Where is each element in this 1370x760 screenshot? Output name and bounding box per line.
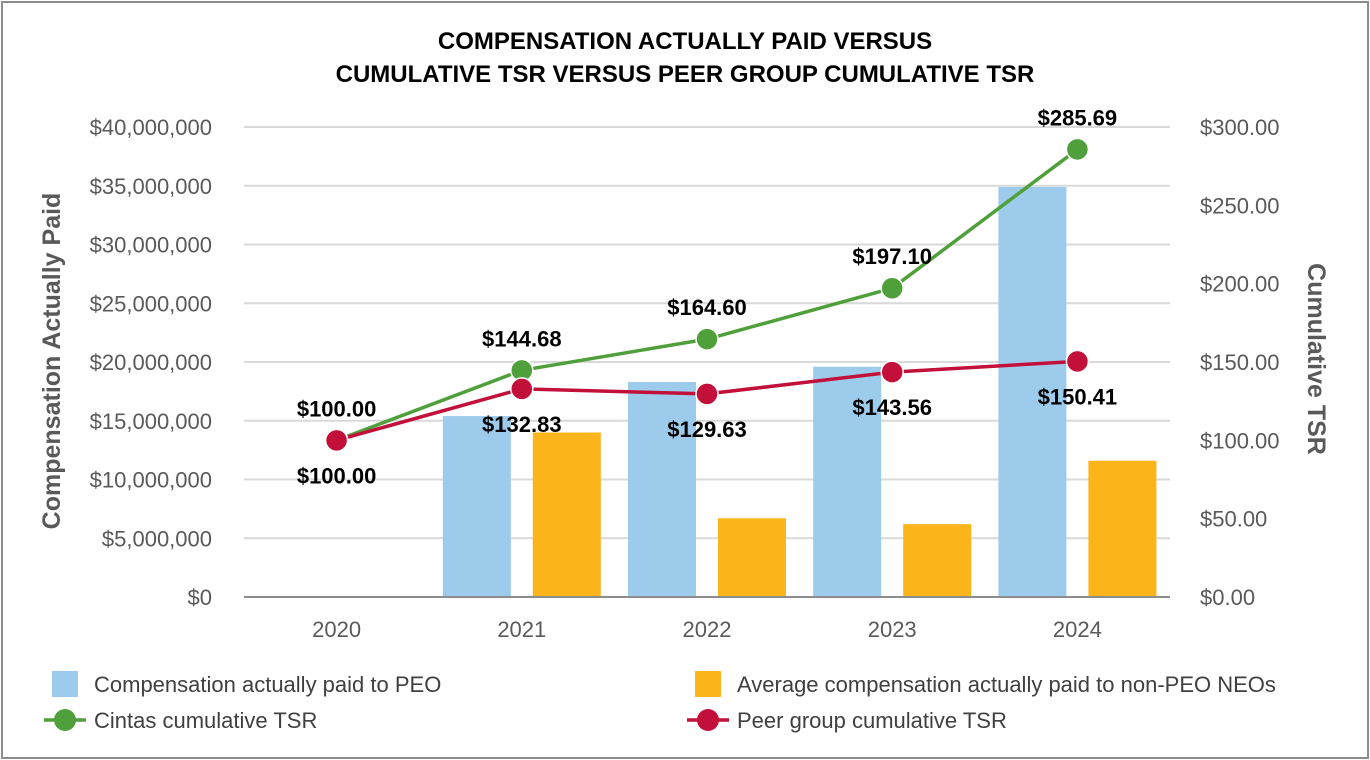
legend-cintas-tsr-label: Cintas cumulative TSR: [94, 708, 317, 733]
cintas-tsr-data-label: $164.60: [667, 295, 747, 320]
peer-tsr-point: [324, 428, 349, 453]
y-axis-right-ticks: $0.00 $50.00 $100.00 $150.00 $200.00 $250.00 $…: [1200, 115, 1280, 610]
peer-tsr-data-label: $129.63: [667, 417, 747, 442]
x-tick-label: 2024: [1053, 617, 1102, 642]
y2-tick-label: $200.00: [1200, 272, 1280, 297]
y-tick-label: $35,000,000: [90, 174, 212, 199]
legend-cintas-tsr-marker: [54, 709, 76, 731]
y-tick-label: $15,000,000: [90, 409, 212, 434]
bar-peo-compensation: [998, 186, 1067, 598]
peer-tsr-data-label: $143.56: [852, 395, 932, 420]
chart-title-line-2: CUMULATIVE TSR VERSUS PEER GROUP CUMULAT…: [336, 61, 1035, 88]
peer-tsr-data-label: $100.00: [297, 463, 377, 488]
peer-tsr-point: [880, 360, 904, 384]
y2-tick-label: $50.00: [1200, 507, 1267, 532]
chart-title: COMPENSATION ACTUALLY PAID VERSUS CUMULA…: [336, 28, 1035, 88]
cintas-tsr-data-label: $100.00: [297, 396, 377, 421]
legend-neo-average-compensation-swatch: [695, 671, 721, 697]
peer-tsr-point: [510, 377, 534, 401]
legend-peo-compensation-label: Compensation actually paid to PEO: [94, 672, 441, 697]
bar-neo-average-compensation: [1088, 460, 1157, 597]
y2-tick-label: $300.00: [1200, 115, 1280, 140]
bar-peo-compensation: [442, 416, 511, 597]
y-tick-label: $0: [188, 585, 212, 610]
legend-peer-tsr-label: Peer group cumulative TSR: [737, 708, 1007, 733]
y-tick-label: $5,000,000: [102, 526, 212, 551]
peer-tsr-point: [695, 382, 719, 406]
y-axis-left-ticks: $0 $5,000,000 $10,000,000 $15,000,000 $20,00…: [90, 115, 212, 610]
cintas-tsr-data-label: $197.10: [852, 244, 932, 269]
y-tick-label: $10,000,000: [90, 468, 212, 493]
peer-tsr-data-label: $132.83: [482, 412, 562, 437]
x-tick-label: 2021: [497, 617, 546, 642]
cintas-tsr-point: [695, 327, 719, 351]
bar-peo-compensation: [628, 381, 696, 597]
data-labels: $100.00 $144.68 $164.60 $197.10 $285.69 $100.…: [297, 105, 1117, 488]
chart-title-line-1: COMPENSATION ACTUALLY PAID VERSUS: [438, 28, 932, 55]
legend-peo-compensation-swatch: [52, 671, 78, 697]
cintas-tsr-point: [880, 276, 904, 300]
bar-neo-average-compensation: [532, 432, 601, 597]
y-tick-label: $40,000,000: [90, 115, 212, 140]
bar-neo-average-compensation: [903, 524, 972, 597]
legend-neo-average-compensation-label: Average compensation actually paid to no…: [737, 672, 1276, 697]
y2-tick-label: $150.00: [1200, 350, 1280, 375]
bar-neo-average-compensation: [718, 518, 786, 597]
x-axis-ticks: 2020 2021 2022 2023 2024: [312, 617, 1102, 642]
y2-tick-label: $250.00: [1200, 193, 1280, 218]
x-tick-label: 2022: [683, 617, 732, 642]
bar-peo-compensation: [813, 366, 882, 597]
peer-tsr-point: [1065, 349, 1090, 374]
y-axis-title: Compensation Actually Paid: [38, 193, 66, 530]
x-tick-label: 2023: [868, 617, 917, 642]
peer-tsr-data-label: $150.41: [1038, 384, 1118, 409]
legend: Compensation actually paid to PEO Average…: [44, 671, 1276, 733]
bars: [442, 186, 1157, 598]
x-tick-label: 2020: [312, 617, 361, 642]
y2-tick-label: $0.00: [1200, 585, 1255, 610]
cintas-tsr-point: [1065, 137, 1090, 162]
legend-peer-tsr-marker: [697, 709, 719, 731]
cintas-tsr-data-label: $285.69: [1038, 105, 1118, 130]
y-tick-label: $25,000,000: [90, 291, 212, 316]
cintas-tsr-data-label: $144.68: [482, 326, 562, 351]
y2-axis-title: Cumulative TSR: [1302, 263, 1330, 455]
y-tick-label: $20,000,000: [90, 350, 212, 375]
y2-tick-label: $100.00: [1200, 428, 1280, 453]
line-series: [324, 137, 1090, 453]
y-tick-label: $30,000,000: [90, 233, 212, 258]
